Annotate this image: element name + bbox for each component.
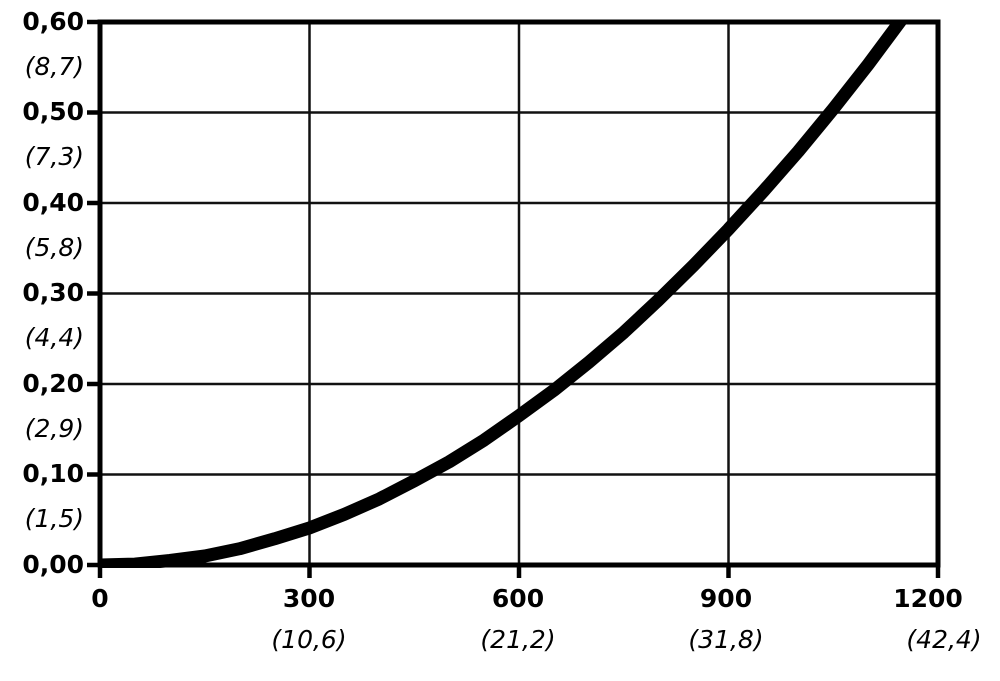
x-tick-label-secondary: (10,6)	[271, 625, 347, 654]
x-tick-label: 0	[91, 584, 109, 613]
y-tick-label: 0,40	[22, 188, 84, 217]
y-tick-label-secondary: (7,3)	[24, 142, 84, 171]
x-tick-label: 600	[491, 584, 545, 613]
x-tick-label: 1200	[893, 584, 963, 613]
y-tick-label: 0,50	[22, 97, 84, 126]
x-tick-label: 900	[699, 584, 753, 613]
y-tick-label-secondary: (8,7)	[24, 52, 84, 81]
y-tick-label-secondary: (4,4)	[24, 323, 84, 352]
x-tick-label-secondary: (42,4)	[906, 625, 982, 654]
x-tick-label: 300	[282, 584, 336, 613]
y-tick-label-secondary: (1,5)	[24, 504, 84, 533]
data-curve	[100, 20, 910, 568]
y-tick-label: 0,20	[22, 369, 84, 398]
y-tick-label: 0,00	[22, 550, 84, 579]
y-tick-label-secondary: (5,8)	[24, 233, 84, 262]
y-tick-label: 0,10	[22, 459, 84, 488]
y-tick-label: 0,60	[22, 7, 84, 36]
y-tick-label: 0,30	[22, 278, 84, 307]
x-tick-label-secondary: (31,8)	[688, 625, 764, 654]
x-tick-label-secondary: (21,2)	[480, 625, 556, 654]
y-tick-label-secondary: (2,9)	[24, 414, 84, 443]
